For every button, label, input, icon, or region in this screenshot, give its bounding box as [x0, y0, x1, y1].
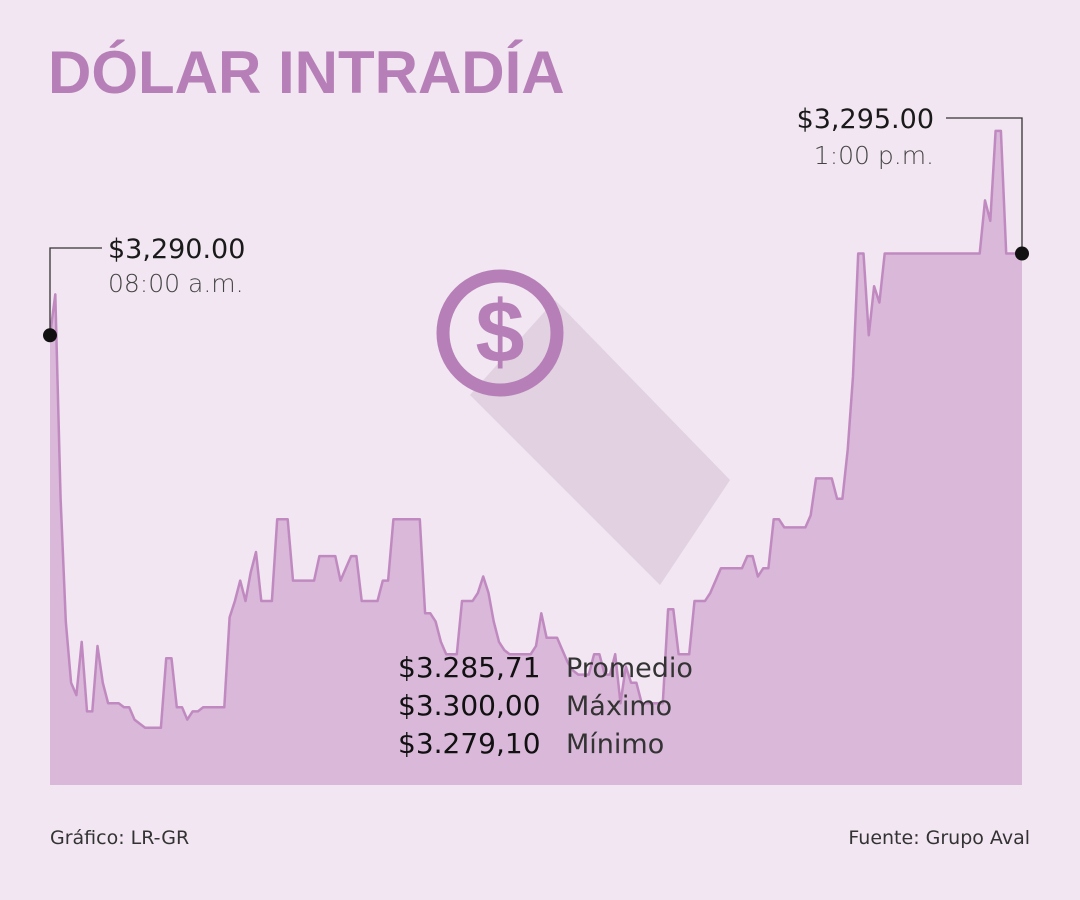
end-time: 1:00 p.m. — [814, 141, 934, 170]
stat-min-label: Mínimo — [566, 729, 664, 760]
dollar-coin-icon: $ — [436, 269, 564, 397]
price-line — [48, 129, 1022, 730]
chart-credit: Gráfico: LR-GR — [50, 827, 190, 849]
stat-min-value: $3.279,10 — [398, 727, 541, 760]
stats-block: $3.285,71 Promedio $3.300,00 Máximo $3.2… — [398, 651, 693, 760]
end-point — [1015, 246, 1029, 261]
price-area — [50, 130, 1022, 785]
end-value: $3,295.00 — [797, 104, 934, 135]
start-marker: $3,290.00 08:00 a.m. — [43, 234, 245, 343]
end-marker: $3,295.00 1:00 p.m. — [797, 104, 1029, 261]
start-leader-line — [49, 247, 102, 336]
stat-max-value: $3.300,00 — [398, 689, 541, 722]
stat-average-label: Promedio — [566, 653, 693, 684]
start-value: $3,290.00 — [108, 234, 245, 265]
stat-average-value: $3.285,71 — [398, 651, 541, 684]
stat-max-label: Máximo — [566, 691, 672, 722]
start-time: 08:00 a.m. — [108, 269, 244, 298]
end-leader-line — [946, 117, 1023, 254]
start-point — [43, 328, 57, 343]
chart-source: Fuente: Grupo Aval — [848, 827, 1030, 849]
chart-title: DÓLAR INTRADÍA — [48, 39, 565, 106]
svg-text:$: $ — [476, 282, 525, 381]
